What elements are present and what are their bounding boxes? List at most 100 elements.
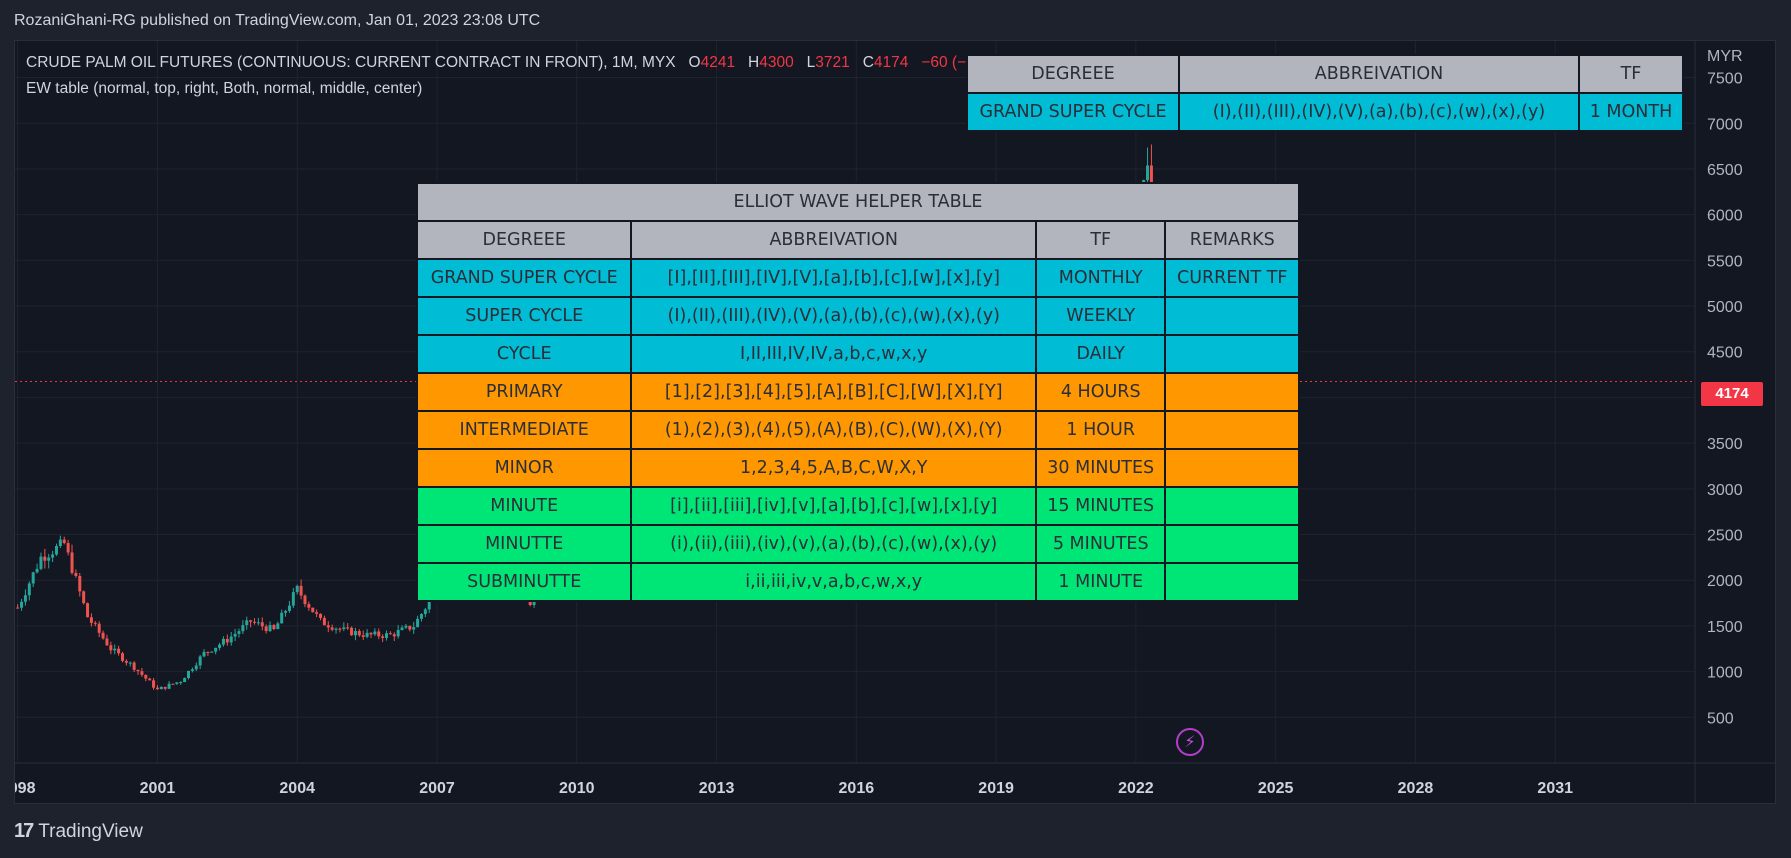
x-tick-label: 2001	[140, 780, 176, 797]
candle-body	[124, 660, 128, 663]
candle-body	[295, 585, 299, 593]
candle-body	[206, 651, 210, 653]
x-tick-label: 1998	[15, 780, 36, 797]
candle-body	[319, 613, 323, 618]
row-abbr: (i),(ii),(iii),(iv),(v),(a),(b),(c),(w),…	[630, 524, 1037, 564]
candle-body	[330, 627, 334, 630]
candle-body	[237, 631, 241, 634]
candle-body	[35, 568, 39, 573]
row-abbr: 1,2,3,4,5,A,B,C,W,X,Y	[630, 448, 1037, 488]
candle-body	[225, 638, 229, 643]
table-row: MINOR 1,2,3,4,5,A,B,C,W,X,Y 30 MINUTES	[415, 448, 1300, 488]
candle-body	[113, 648, 117, 651]
candle-body	[109, 645, 113, 651]
row-degree: GRAND SUPER CYCLE	[415, 258, 633, 298]
row-abbr: (1),(2),(3),(4),(5),(A),(B),(C),(W),(X),…	[630, 410, 1037, 450]
candle-body	[369, 632, 373, 635]
candle-body	[27, 583, 31, 596]
row-degree: MINUTTE	[415, 524, 633, 564]
y-tick-label: 1000	[1707, 665, 1743, 682]
x-tick-label: 2019	[978, 780, 1014, 797]
candle-body	[280, 612, 284, 624]
candle-body	[1146, 165, 1150, 181]
row-degree: SUPER CYCLE	[415, 296, 633, 336]
candle-body	[66, 543, 70, 553]
candle-body	[385, 633, 389, 638]
currency-label: MYR	[1707, 48, 1743, 65]
candle-body	[221, 638, 225, 645]
candle-body	[74, 572, 78, 577]
candle-body	[256, 622, 260, 624]
x-tick-label: 2013	[699, 780, 735, 797]
top-header-tf: TF	[1578, 54, 1684, 94]
row-remarks	[1164, 562, 1300, 602]
row-remarks	[1164, 410, 1300, 450]
open-value: 4241	[700, 54, 736, 71]
x-tick-label: 2022	[1118, 780, 1154, 797]
x-tick-label: 2007	[419, 780, 455, 797]
top-cell-degree: GRAND SUPER CYCLE	[966, 92, 1180, 132]
y-tick-label: 1500	[1707, 619, 1743, 636]
y-tick-label: 3000	[1707, 482, 1743, 499]
candle-body	[82, 591, 86, 604]
y-tick-label: 7500	[1707, 71, 1743, 88]
candle-body	[404, 625, 408, 628]
lightning-icon[interactable]: ⚡	[1176, 728, 1204, 756]
row-degree: INTERMEDIATE	[415, 410, 633, 450]
x-tick-label: 2028	[1398, 780, 1434, 797]
candle-body	[388, 633, 392, 635]
candle-body	[186, 670, 190, 679]
candle-body	[51, 554, 55, 558]
candle-body	[322, 617, 326, 626]
row-tf: 5 MINUTES	[1034, 524, 1167, 564]
top-cell-abbr: (I),(II),(III),(IV),(V),(a),(b),(c),(w),…	[1178, 92, 1580, 132]
candle-body	[350, 627, 354, 636]
candle-body	[253, 621, 257, 623]
row-tf: DAILY	[1034, 334, 1167, 374]
candle-body	[311, 607, 315, 613]
candle-body	[97, 623, 101, 633]
candle-body	[334, 628, 338, 630]
candle-body	[377, 631, 381, 637]
candle-body	[93, 622, 97, 624]
candle-body	[416, 618, 420, 628]
row-abbr: I,II,III,IV,IV,a,b,c,w,x,y	[630, 334, 1037, 374]
symbol-title[interactable]: CRUDE PALM OIL FUTURES (CONTINUOUS: CURR…	[26, 54, 676, 71]
row-abbr: [1],[2],[3],[4],[5],[A],[B],[C],[W],[X],…	[630, 372, 1037, 412]
candle-body	[381, 636, 385, 638]
x-tick-label: 2016	[839, 780, 875, 797]
tradingview-logo[interactable]: 17 TradingView	[14, 820, 143, 843]
candle-body	[423, 609, 427, 615]
x-tick-label: 2025	[1258, 780, 1294, 797]
ew-helper-table: ELLIOT WAVE HELPER TABLE DEGREEE ABBREIV…	[415, 182, 1300, 602]
candle-body	[284, 610, 288, 613]
candle-body	[315, 612, 319, 614]
candle-body	[39, 556, 43, 569]
candle-body	[183, 678, 187, 683]
candle-body	[400, 627, 404, 631]
row-tf: 4 HOURS	[1034, 372, 1167, 412]
y-tick-label: 7000	[1707, 116, 1743, 133]
y-tick-label: 5500	[1707, 253, 1743, 270]
row-tf: 1 MINUTE	[1034, 562, 1167, 602]
candle-body	[299, 585, 303, 596]
indicator-legend[interactable]: EW table (normal, top, right, Both, norm…	[26, 80, 423, 97]
row-abbr: [I],[II],[III],[IV],[V],[a],[b],[c],[w],…	[630, 258, 1037, 298]
candle-body	[194, 665, 198, 670]
candle-body	[190, 669, 194, 671]
top-header-degree: DEGREEE	[966, 54, 1180, 94]
table-row: INTERMEDIATE (1),(2),(3),(4),(5),(A),(B)…	[415, 410, 1300, 450]
candle-body	[163, 686, 167, 689]
table-row: GRAND SUPER CYCLE [I],[II],[III],[IV],[V…	[415, 258, 1300, 298]
candle-body	[303, 595, 307, 605]
candle-body	[229, 636, 233, 643]
published-info: RozaniGhani-RG published on TradingView.…	[14, 12, 541, 29]
row-remarks	[1164, 524, 1300, 564]
row-remarks	[1164, 296, 1300, 336]
candle-body	[167, 683, 171, 689]
row-abbr: [i],[ii],[iii],[iv],[v],[a],[b],[c],[w],…	[630, 486, 1037, 526]
candle-body	[346, 627, 350, 629]
close-label: C	[862, 54, 874, 71]
row-remarks	[1164, 486, 1300, 526]
high-value: 4300	[759, 54, 794, 71]
